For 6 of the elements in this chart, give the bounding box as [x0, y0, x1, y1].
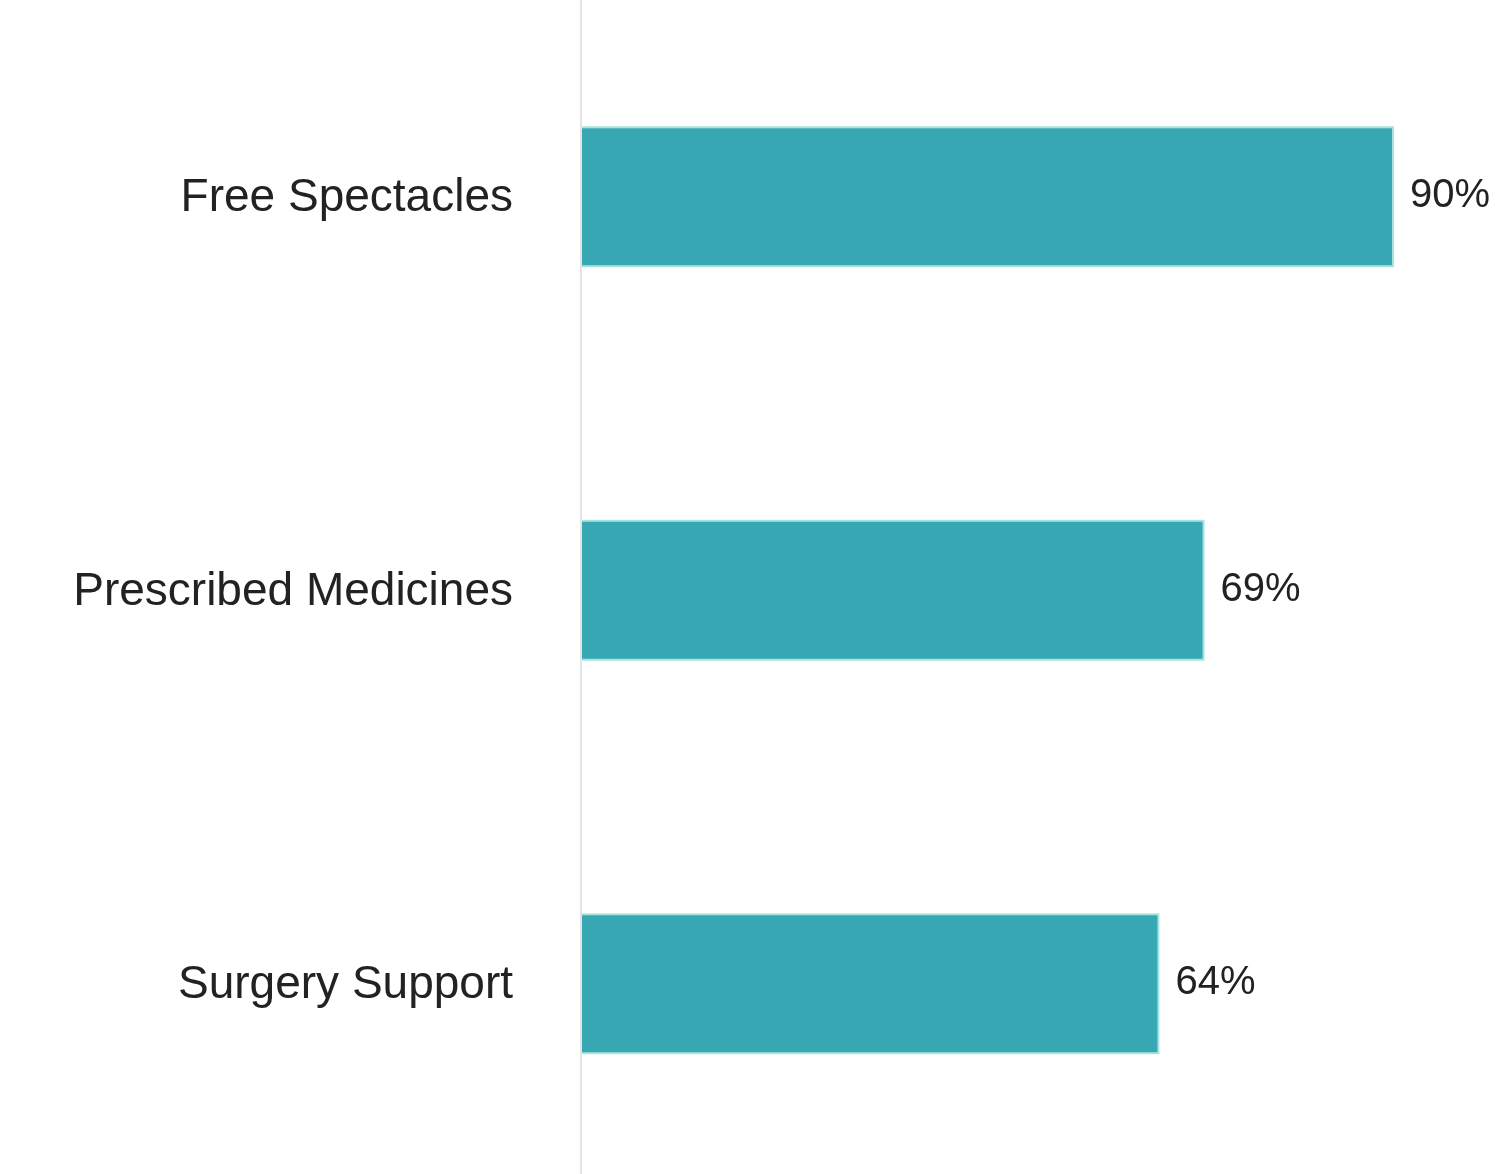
y-tick-label: Surgery Support [178, 956, 514, 1009]
y-tick-label: Prescribed Medicines [73, 562, 513, 615]
data-label: 64% [1175, 958, 1256, 1003]
y-tick-label: Free Spectacles [180, 169, 513, 222]
data-label: 69% [1220, 564, 1301, 609]
data-label: 90% [1410, 171, 1491, 216]
